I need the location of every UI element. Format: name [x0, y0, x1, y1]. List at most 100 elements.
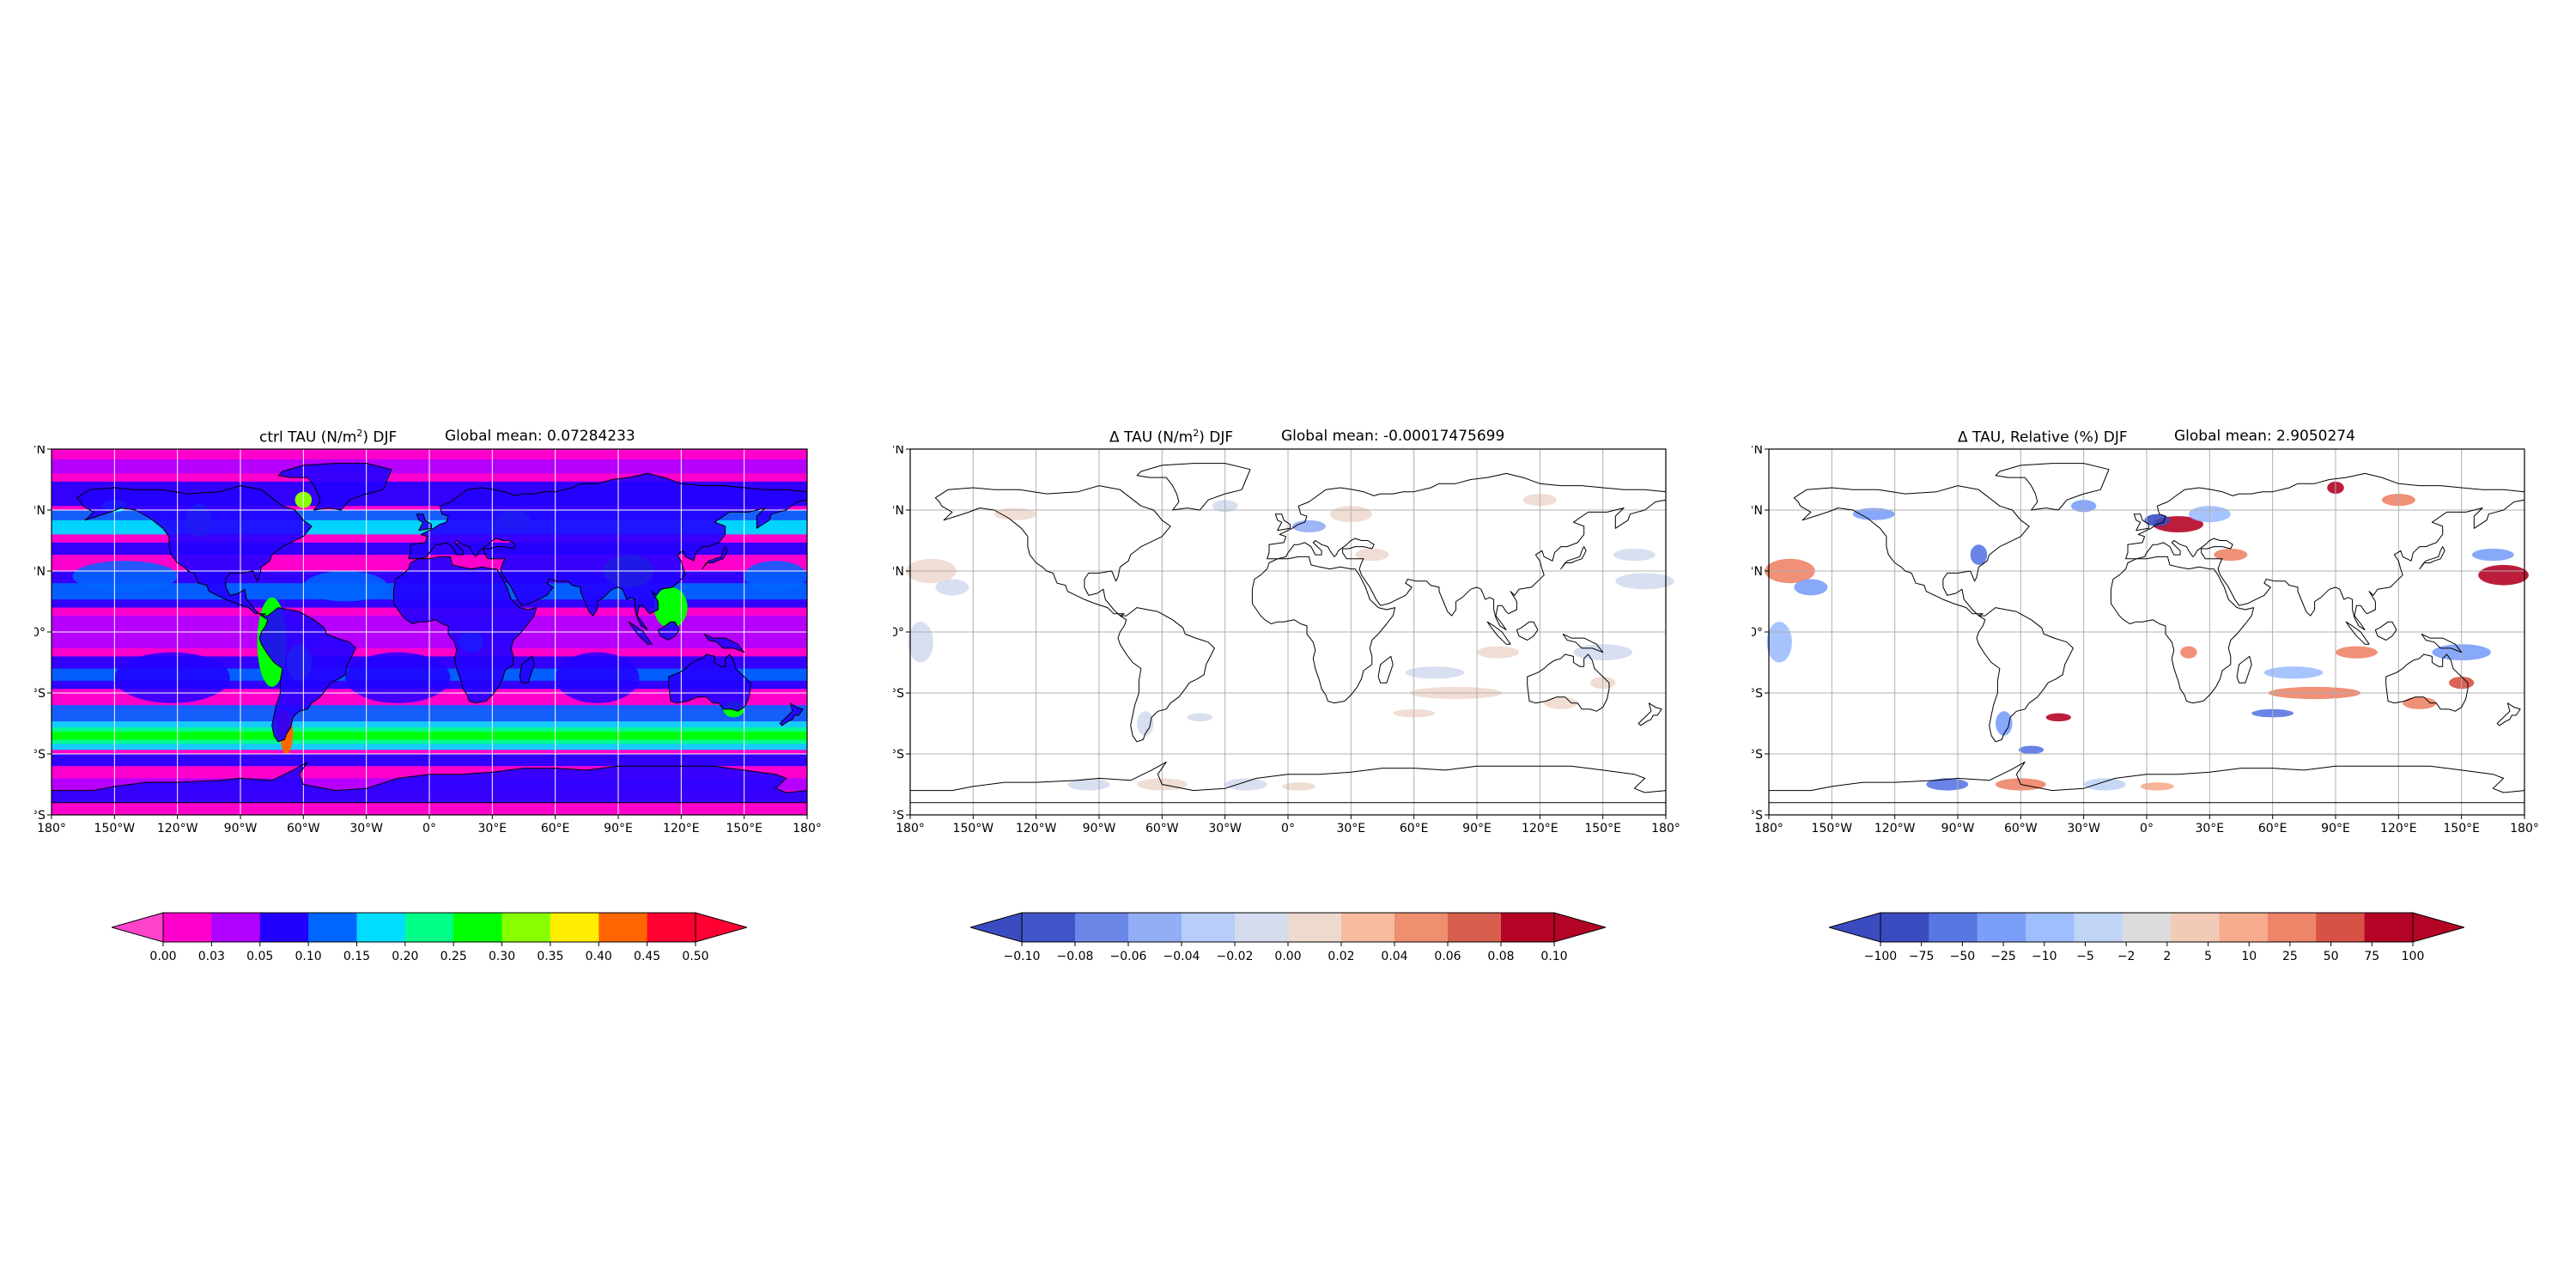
lon-tick-label: 120°W: [1016, 822, 1057, 835]
anomaly-patch: [1970, 544, 1988, 565]
colorbar-under-arrow: [1829, 912, 1881, 943]
colorbar-tick-label: 0.10: [295, 950, 322, 963]
lon-tick-label: 0°: [2140, 822, 2154, 835]
anomaly-patch: [2471, 548, 2514, 562]
tau-hotspot: [653, 586, 688, 629]
colorbar-segment: [2267, 913, 2317, 942]
colorbar-tick-label: 10: [2241, 950, 2257, 963]
tau-blob: [345, 652, 451, 703]
lon-tick-label: 90°E: [1462, 822, 1492, 835]
lon-tick-label: 30°W: [1208, 822, 1242, 835]
anomaly-patch: [908, 622, 933, 663]
colorbar-tick-label: 0.00: [149, 950, 176, 963]
colorbar-tick-label: 2: [2163, 950, 2171, 963]
colorbar-segment: [2026, 913, 2075, 942]
colorbar-segment: [1075, 913, 1129, 942]
colorbar-tick-label: 50: [2324, 950, 2339, 963]
colorbar-tick-label: 0.03: [198, 950, 225, 963]
coastline-eurasia: [1267, 472, 1667, 631]
coastlines: [51, 463, 808, 804]
coastline-greenland: [1136, 463, 1251, 511]
anomaly-patch: [1794, 579, 1828, 596]
colorbar-tick-label: 0.05: [246, 950, 273, 963]
map-delta: 90°N60°N30°N0°30°S60°S90°S180°150°W120°W…: [893, 446, 1680, 835]
coastline-madagascar: [519, 655, 535, 683]
coastline-australia: [668, 653, 751, 712]
lon-tick-label: 60°W: [2004, 822, 2038, 835]
coastline-africa: [1251, 556, 1396, 704]
graticule: [52, 449, 807, 815]
colorbar-under-arrow: [970, 912, 1023, 943]
tau-blob: [555, 652, 640, 703]
colorbar-tick-label: 75: [2364, 950, 2379, 963]
anomaly-patch: [2336, 646, 2378, 659]
tau-blob: [72, 561, 178, 592]
lon-tick-label: 90°W: [1083, 822, 1116, 835]
coastline-newguinea: [1562, 633, 1604, 653]
colorbar-tick-label: 0.30: [489, 950, 515, 963]
colorbar-segment: [1394, 913, 1449, 942]
anomaly-patch: [1615, 573, 1674, 590]
colorbar-segment: [404, 913, 454, 942]
colorbar-segment: [1128, 913, 1182, 942]
coastline-north-america: [76, 485, 313, 617]
coastline-eurasia: [2125, 472, 2525, 631]
lat-tick-label: 30°N: [34, 565, 46, 579]
colorbar-over-arrow: [695, 912, 747, 943]
anomaly-patch: [1477, 646, 1519, 659]
panel-title-row: Δ TAU (N/m2) DJF Global mean: -0.0001747…: [893, 428, 1683, 448]
coastline-north-america: [934, 485, 1171, 617]
colorbar-tick-label: 0.35: [537, 950, 563, 963]
anomaly-patch: [1291, 519, 1326, 533]
panel-ctrl: ctrl TAU (N/m2) DJF Global mean: 0.07284…: [34, 425, 824, 975]
colorbar-segment: [647, 913, 696, 942]
lon-tick-label: 150°E: [2443, 822, 2480, 835]
colorbar-tick-label: −0.06: [1110, 950, 1147, 963]
anomaly-patch: [993, 507, 1036, 520]
coastline-nz: [2496, 702, 2521, 726]
colorbar-tick-label: 0.02: [1327, 950, 1354, 963]
lon-tick-label: 90°W: [1941, 822, 1975, 835]
graticule: [910, 449, 1666, 815]
anomaly-patch: [1355, 548, 1389, 562]
anomaly-patch: [1996, 711, 2013, 736]
coastline-nz: [779, 702, 804, 726]
anomaly-patch: [2214, 548, 2248, 562]
lat-tick-label: 90°S: [34, 809, 46, 823]
coastlines: [909, 463, 1667, 804]
colorbar-segment: [1182, 913, 1236, 942]
colorbar-tick-label: 0.08: [1487, 950, 1514, 963]
lat-tick-label: 0°: [893, 626, 904, 640]
lat-tick-label: 60°N: [34, 504, 46, 518]
anomaly-patch: [2144, 513, 2170, 526]
colorbar-segment: [1235, 913, 1289, 942]
coastline-britain: [2133, 513, 2149, 532]
coastline-antarctica: [909, 762, 1667, 804]
coastline-britain: [1274, 513, 1291, 532]
colorbar-segment: [2122, 913, 2172, 942]
colorbar-segment: [501, 913, 551, 942]
coastline-madagascar: [1377, 655, 1394, 683]
colorbar-tick-label: 0.20: [392, 950, 418, 963]
lon-tick-label: 0°: [422, 822, 436, 835]
tau-land-greenland: [278, 463, 392, 510]
lat-tick-label: 0°: [1752, 626, 1763, 640]
colorbar-segment: [308, 913, 357, 942]
tau-land-sumatra: [629, 622, 653, 645]
colorbar-tick-label: −75: [1909, 950, 1935, 963]
lon-tick-label: 180°: [1651, 822, 1680, 835]
colorbar-segment: [2171, 913, 2221, 942]
tau-land-japan: [702, 546, 728, 569]
lat-tick-label: 60°N: [893, 504, 904, 518]
colorbar-tick-label: −0.02: [1217, 950, 1254, 963]
colorbar-under-arrow: [112, 912, 164, 943]
lon-tick-label: 120°E: [2380, 822, 2417, 835]
lon-tick-label: 180°: [37, 822, 66, 835]
lon-tick-label: 60°W: [287, 822, 320, 835]
lon-tick-label: 150°W: [94, 822, 136, 835]
colorbar-delta: −0.10 −0.08 −0.06 −0.04 −0.02 0.00 0.02 0.04 0.0…: [970, 912, 1606, 963]
coastline-greenland: [277, 463, 392, 511]
tau-land-madagascar: [519, 656, 535, 683]
coastline-newguinea: [703, 633, 745, 653]
colorbar-relative: −100 −75 −50 −25 −10 −5 −2 2 5 10 25 50 75 100: [1829, 912, 2464, 963]
